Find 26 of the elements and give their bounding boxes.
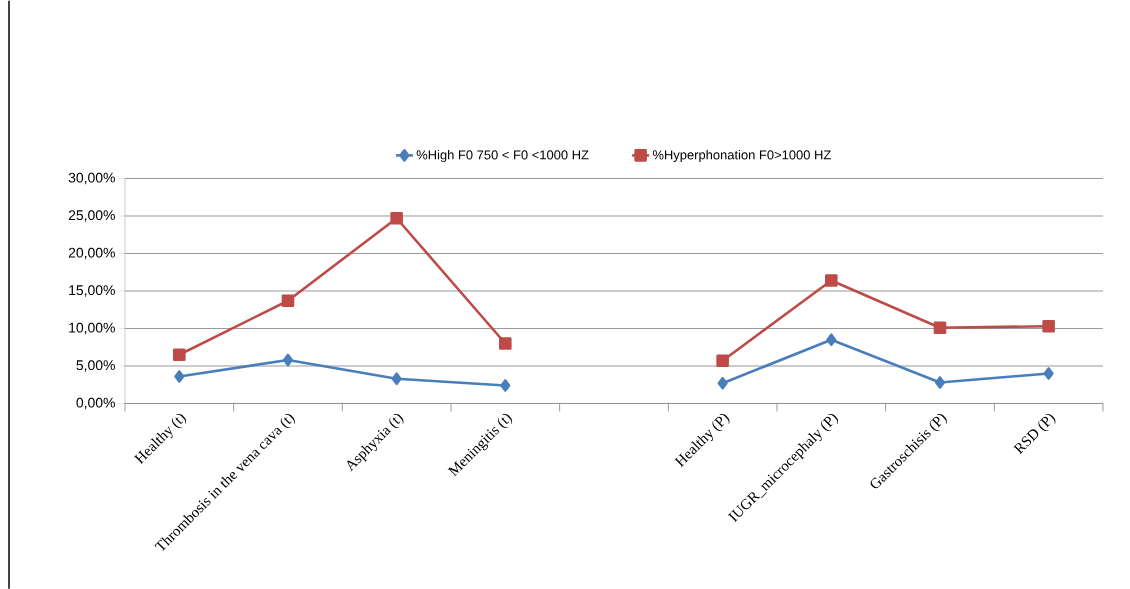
point — [391, 372, 402, 385]
y-tick-label: 20,00% — [68, 247, 115, 260]
point — [717, 376, 728, 390]
point — [282, 353, 294, 367]
point — [281, 294, 295, 307]
point — [826, 333, 837, 346]
point — [499, 336, 512, 350]
y-tick-label: 25,00% — [68, 209, 115, 222]
x-tick-label: RSD (P) — [1013, 413, 1056, 455]
point — [1042, 319, 1055, 333]
point — [390, 211, 403, 225]
point — [933, 321, 947, 334]
y-tick-label: 10,00% — [69, 322, 115, 335]
point — [1043, 366, 1054, 380]
legend-label: %Hyperphonation F0>1000 HZ — [652, 149, 831, 162]
legend-label: %High F0 750 < F0 <1000 HZ — [416, 149, 589, 162]
point — [174, 369, 185, 383]
point — [825, 273, 838, 287]
y-tick-label: 15,00% — [69, 284, 115, 297]
y-tick-label: 5,00% — [76, 359, 115, 372]
y-tick-label: 30,00% — [68, 172, 115, 185]
point — [934, 375, 946, 389]
point — [716, 354, 729, 367]
point — [500, 378, 511, 392]
y-tick-label: 0,00% — [76, 397, 115, 410]
point — [173, 348, 186, 361]
